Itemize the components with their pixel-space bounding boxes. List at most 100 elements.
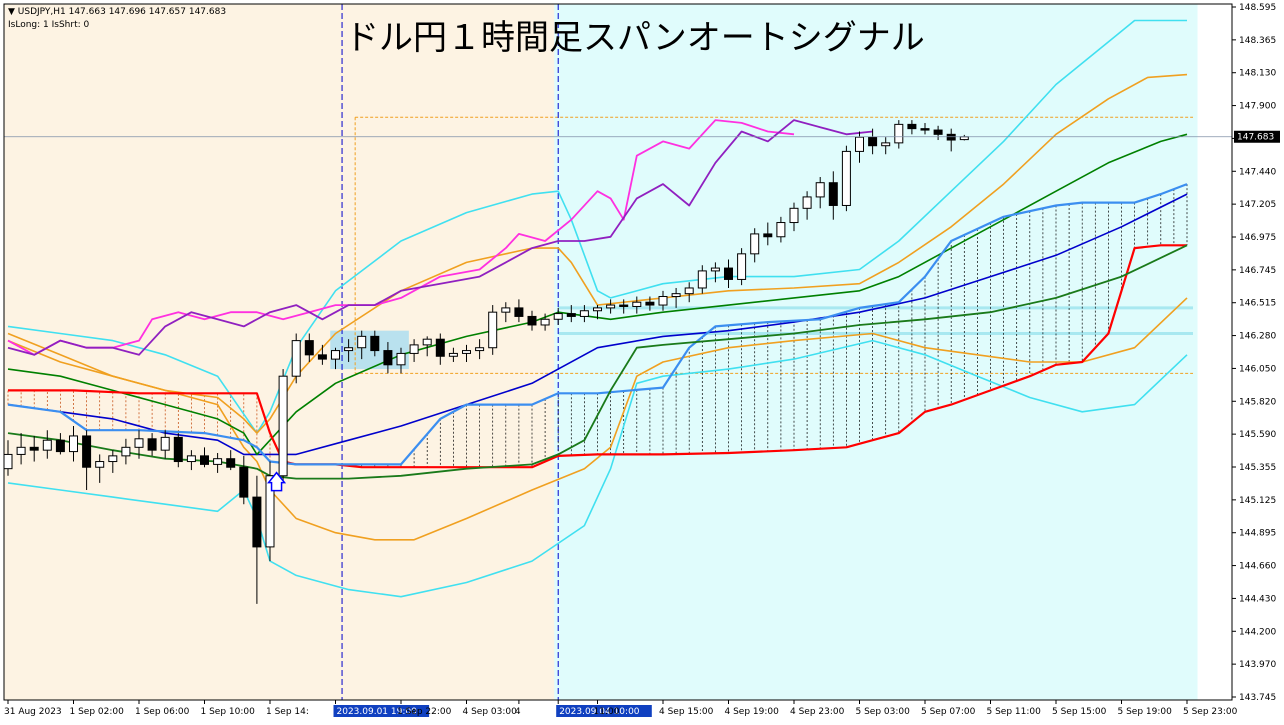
series-line-2	[7, 297, 1188, 541]
candle[interactable]	[396, 352, 406, 366]
chart-title: ドル円１時間足スパンオートシグナル	[345, 18, 925, 58]
candle[interactable]	[894, 123, 904, 144]
candle[interactable]	[121, 446, 131, 457]
candle[interactable]	[645, 301, 655, 306]
x-tick-label: 1 Sep 10:00	[201, 707, 256, 717]
candle[interactable]	[553, 313, 563, 320]
x-tick-label: 4 Sep 23:00	[790, 707, 845, 717]
candle[interactable]	[448, 352, 458, 357]
candle[interactable]	[344, 347, 354, 352]
candle[interactable]	[304, 340, 314, 356]
candle[interactable]	[632, 301, 642, 307]
candle[interactable]	[186, 455, 196, 463]
candle[interactable]	[226, 458, 236, 468]
candle[interactable]	[540, 318, 550, 326]
candle[interactable]	[619, 304, 629, 307]
candle[interactable]	[55, 439, 65, 453]
candle[interactable]	[697, 270, 707, 289]
candle[interactable]	[3, 453, 13, 470]
candle[interactable]	[920, 128, 930, 131]
markers	[4, 136, 1232, 492]
y-tick-label: 146.280	[1239, 332, 1276, 342]
candle[interactable]	[160, 436, 170, 451]
y-tick-label: 145.590	[1239, 430, 1276, 440]
candle[interactable]	[710, 267, 720, 272]
candle[interactable]	[383, 350, 393, 366]
candle[interactable]	[737, 253, 747, 280]
candle[interactable]	[95, 461, 105, 468]
candle[interactable]	[684, 287, 694, 295]
candle[interactable]	[606, 304, 616, 309]
y-tick-label: 144.430	[1239, 594, 1276, 604]
candle[interactable]	[724, 267, 733, 280]
candle[interactable]	[265, 475, 275, 548]
candle[interactable]	[828, 182, 838, 206]
candle[interactable]	[435, 338, 445, 357]
x-tick-label: 1 Sep 06:00	[135, 707, 190, 717]
candle[interactable]	[593, 307, 602, 312]
candle[interactable]	[566, 313, 576, 317]
candle[interactable]	[750, 233, 760, 255]
x-tick-label: 4 Sep 19:00	[725, 707, 780, 717]
candle[interactable]	[409, 344, 419, 354]
candle[interactable]	[579, 310, 589, 317]
candle[interactable]	[239, 466, 249, 498]
candle[interactable]	[200, 455, 209, 465]
candle[interactable]	[802, 196, 812, 209]
candle[interactable]	[763, 233, 773, 238]
x-tick-label: 4 Sep 03:00	[463, 707, 518, 717]
candle[interactable]	[291, 340, 301, 377]
candle[interactable]	[868, 136, 878, 147]
candles[interactable]	[3, 120, 969, 604]
candle[interactable]	[671, 293, 681, 298]
y-tick-label: 146.745	[1239, 266, 1276, 276]
candle[interactable]	[881, 142, 891, 147]
candle[interactable]	[370, 335, 380, 352]
y-tick-label: 145.125	[1239, 496, 1276, 506]
candle[interactable]	[462, 350, 471, 354]
candle[interactable]	[252, 496, 262, 548]
candle[interactable]	[108, 455, 118, 463]
price-axis: 148.595148.365148.130147.900147.670147.4…	[3, 3, 1280, 703]
candle[interactable]	[173, 436, 183, 463]
x-tick-label: 11:00	[594, 707, 620, 717]
candle[interactable]	[134, 438, 144, 448]
candle[interactable]	[855, 136, 864, 152]
candle[interactable]	[933, 129, 943, 135]
candle[interactable]	[213, 458, 223, 465]
series-line-1	[7, 73, 1188, 434]
candle[interactable]	[278, 375, 288, 477]
candle[interactable]	[69, 435, 78, 453]
candle[interactable]	[147, 438, 157, 451]
candle[interactable]	[946, 133, 956, 141]
candle[interactable]	[16, 446, 26, 455]
candle[interactable]	[841, 150, 851, 206]
series-line-4	[7, 193, 1188, 456]
candle[interactable]	[907, 123, 917, 130]
signal-flags-readout: IsLong: 1 IsShrt: 0	[8, 20, 90, 30]
candle[interactable]	[527, 315, 537, 326]
candle[interactable]	[357, 335, 367, 349]
y-tick-label: 144.660	[1239, 562, 1276, 572]
candle[interactable]	[488, 311, 498, 349]
candle[interactable]	[331, 350, 340, 360]
candle[interactable]	[29, 446, 39, 451]
candle[interactable]	[317, 354, 327, 360]
candle[interactable]	[658, 296, 668, 306]
x-tick-label: 5 Sep 03:00	[856, 707, 911, 717]
x-tick-label: 1 Sep 22:00	[397, 707, 452, 717]
candle[interactable]	[514, 307, 524, 317]
candle[interactable]	[422, 338, 432, 346]
y-tick-label: 146.050	[1239, 364, 1276, 374]
candle[interactable]	[501, 307, 511, 313]
candle[interactable]	[42, 439, 52, 451]
candle[interactable]	[776, 222, 786, 238]
candle[interactable]	[959, 136, 969, 141]
y-tick-label: 148.365	[1239, 36, 1276, 46]
candle[interactable]	[815, 182, 825, 198]
candle[interactable]	[82, 435, 92, 468]
candle[interactable]	[475, 347, 485, 352]
candle[interactable]	[789, 207, 799, 224]
